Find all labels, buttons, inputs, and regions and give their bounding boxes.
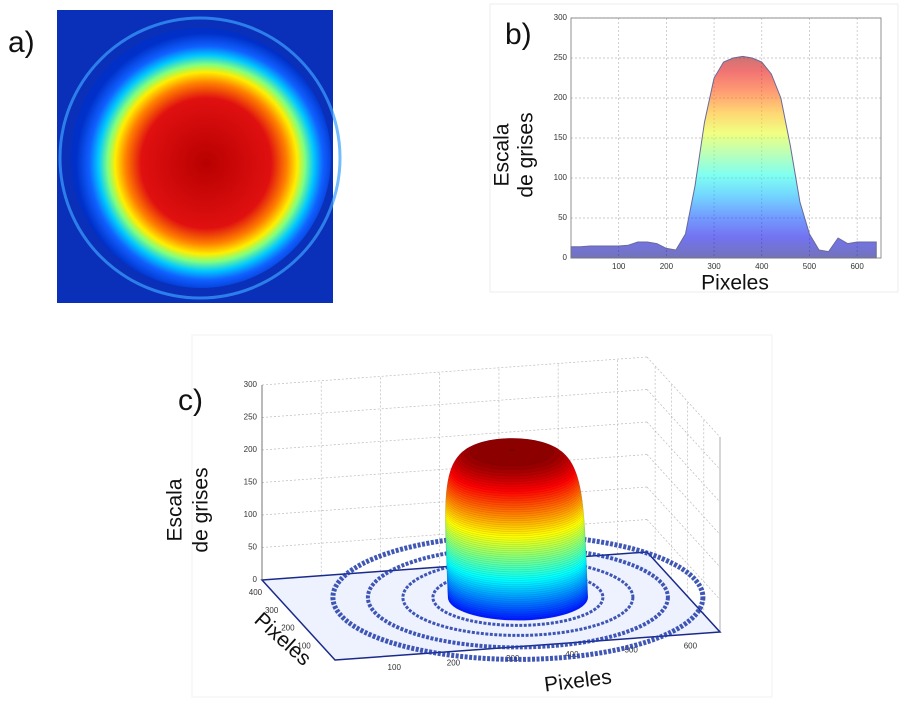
x-tick-label: 400 [755,262,769,271]
z-tick-label: 100 [244,510,258,519]
grid-line [261,356,648,386]
y-tick-label: 150 [554,133,568,142]
y-tick-label: 300 [554,13,568,22]
z-tick-label: 200 [244,445,258,454]
beam-ring [58,16,342,300]
y-tick-label: 300 [265,606,279,615]
y-tick-label: 0 [563,253,568,262]
x-tick-label: 500 [803,262,817,271]
floor-ring [431,567,605,627]
beam-spot [71,28,331,288]
y-tick-label: 100 [297,641,311,650]
panel-label: b) [505,18,532,51]
x-tick-label: 200 [447,658,461,667]
plot-frame [570,17,882,259]
y-tick-label: 100 [554,173,568,182]
panel-label: c) [178,384,203,417]
x-axis-label: Pixeles [701,272,769,295]
grid-line [261,389,648,418]
y-tick-label: 200 [554,93,568,102]
panel-frame [191,334,773,698]
z-axis-label: de grises [190,467,213,552]
x-tick-label: 100 [388,663,402,672]
x-tick-label: 600 [684,641,698,650]
profile-area [570,55,877,259]
surface-slice [509,448,515,452]
grid-line [261,421,648,451]
x-tick-label: 400 [565,650,579,659]
x-tick-label: 200 [660,262,674,271]
x-tick-label: 300 [506,654,520,663]
y-tick-label: 250 [554,53,568,62]
y-tick-label: 400 [249,588,263,597]
x-tick-label: 100 [612,262,626,271]
y-axis-label: Escala [491,123,514,186]
y-tick-label: 200 [281,624,295,633]
x-tick-label: 600 [850,262,864,271]
z-axis-label: Escala [164,478,187,541]
x-tick-label: 300 [707,262,721,271]
y-axis-label: de grises [515,112,538,197]
z-tick-label: 0 [253,575,258,584]
z-tick-label: 50 [248,543,257,552]
z-tick-label: 250 [244,413,258,422]
z-tick-label: 150 [244,478,258,487]
y-tick-label: 50 [558,213,567,222]
panel-label: a) [8,26,35,59]
z-tick-label: 300 [244,380,258,389]
x-tick-label: 500 [624,646,638,655]
panel-frame [489,3,899,293]
surface-slice [469,437,555,467]
